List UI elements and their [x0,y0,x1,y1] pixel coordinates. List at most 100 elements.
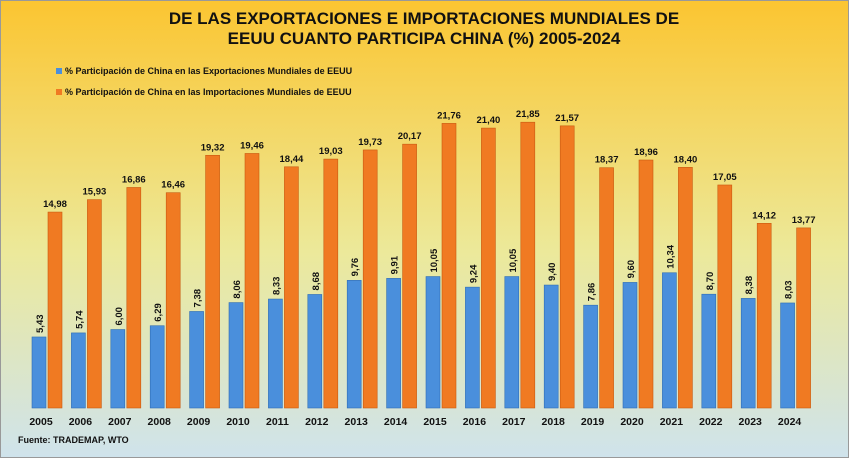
value-label: 9,91 [390,255,401,274]
legend-swatch [56,89,62,95]
value-label: 20,17 [398,131,422,142]
bar [481,127,496,409]
legend-swatch [56,68,62,74]
bar [559,125,575,409]
bar [504,276,520,409]
value-label: 10,05 [429,248,440,272]
bar [110,329,126,409]
bar [465,286,480,409]
x-tick-label: 2010 [226,416,250,428]
bar [87,199,102,409]
bar [740,298,756,409]
x-tick-label: 2011 [266,416,289,428]
value-label: 21,57 [555,113,579,124]
bar [678,167,693,409]
value-label: 5,74 [74,310,85,329]
value-label: 14,12 [752,210,776,221]
value-label: 18,44 [280,154,304,165]
x-tick-label: 2008 [148,416,172,428]
value-label: 18,37 [595,155,619,166]
bar [71,332,86,409]
x-tick-label: 2005 [29,416,53,428]
value-label: 8,68 [311,272,322,291]
bar [362,149,378,409]
x-tick-label: 2014 [384,416,408,428]
bar [543,284,559,409]
bar [323,158,339,409]
x-tick-label: 2017 [502,416,526,428]
value-label: 6,29 [153,303,164,322]
bar [228,302,244,409]
value-label: 8,70 [705,272,716,291]
value-label: 7,86 [587,283,598,302]
x-tick-label: 2012 [305,416,329,428]
value-label: 14,98 [43,199,67,210]
bar [284,166,299,409]
x-tick-label: 2016 [463,416,487,428]
x-tick-label: 2024 [778,416,802,428]
bar [441,123,457,409]
value-label: 5,43 [35,314,46,333]
value-label: 6,00 [114,307,125,326]
x-tick-label: 2022 [699,416,723,428]
chart-title-text: DE LAS EXPORTACIONES E IMPORTACIONES MUN… [169,9,679,48]
source-note: Fuente: TRADEMAP, WTO [18,435,129,445]
bar [662,272,677,409]
value-label: 19,03 [319,146,343,157]
value-label: 15,93 [83,187,107,198]
bar [244,153,260,409]
bar [780,302,795,409]
value-label: 9,60 [626,260,637,279]
legend-label: % Participación de China en las Exportac… [65,66,352,76]
bar [796,227,811,409]
value-label: 19,73 [358,137,382,148]
value-label: 19,32 [201,142,225,153]
x-tick-label: 2013 [345,416,369,428]
value-label: 13,77 [792,215,816,226]
value-label: 18,40 [674,154,698,165]
bar [520,121,536,409]
bar [268,298,283,409]
x-tick-label: 2009 [187,416,211,428]
bar [599,167,614,409]
bar [307,294,323,409]
bar [622,282,638,409]
bar [701,293,717,409]
bar [346,280,362,409]
value-label: 9,40 [547,263,558,282]
value-label: 8,33 [271,277,282,296]
value-label: 8,06 [232,280,243,299]
value-label: 19,46 [240,140,264,151]
bar [126,187,142,409]
bar [47,211,63,409]
bar [756,223,772,409]
x-tick-label: 2020 [620,416,644,428]
value-label: 16,86 [122,174,146,185]
value-label: 21,76 [437,110,461,121]
x-tick-label: 2018 [542,416,566,428]
bar [386,278,401,409]
bar [638,159,654,409]
bar [717,184,733,409]
value-label: 21,85 [516,109,540,120]
value-label: 18,96 [634,147,658,158]
value-label: 17,05 [713,172,737,183]
value-label: 10,34 [665,244,676,268]
bar [583,304,598,409]
value-label: 9,24 [468,264,479,283]
legend-label: % Participación de China en las Importac… [65,87,352,97]
bar [205,154,220,409]
x-tick-label: 2006 [69,416,93,428]
bar [189,311,204,409]
x-tick-label: 2007 [108,416,132,428]
bar [402,143,417,409]
value-label: 8,03 [784,280,795,299]
bar [165,192,181,409]
bar [149,325,165,409]
bar [31,336,47,409]
value-label: 16,46 [161,180,185,191]
x-tick-label: 2023 [739,416,763,428]
value-label: 7,38 [193,289,204,308]
x-tick-label: 2015 [423,416,447,428]
